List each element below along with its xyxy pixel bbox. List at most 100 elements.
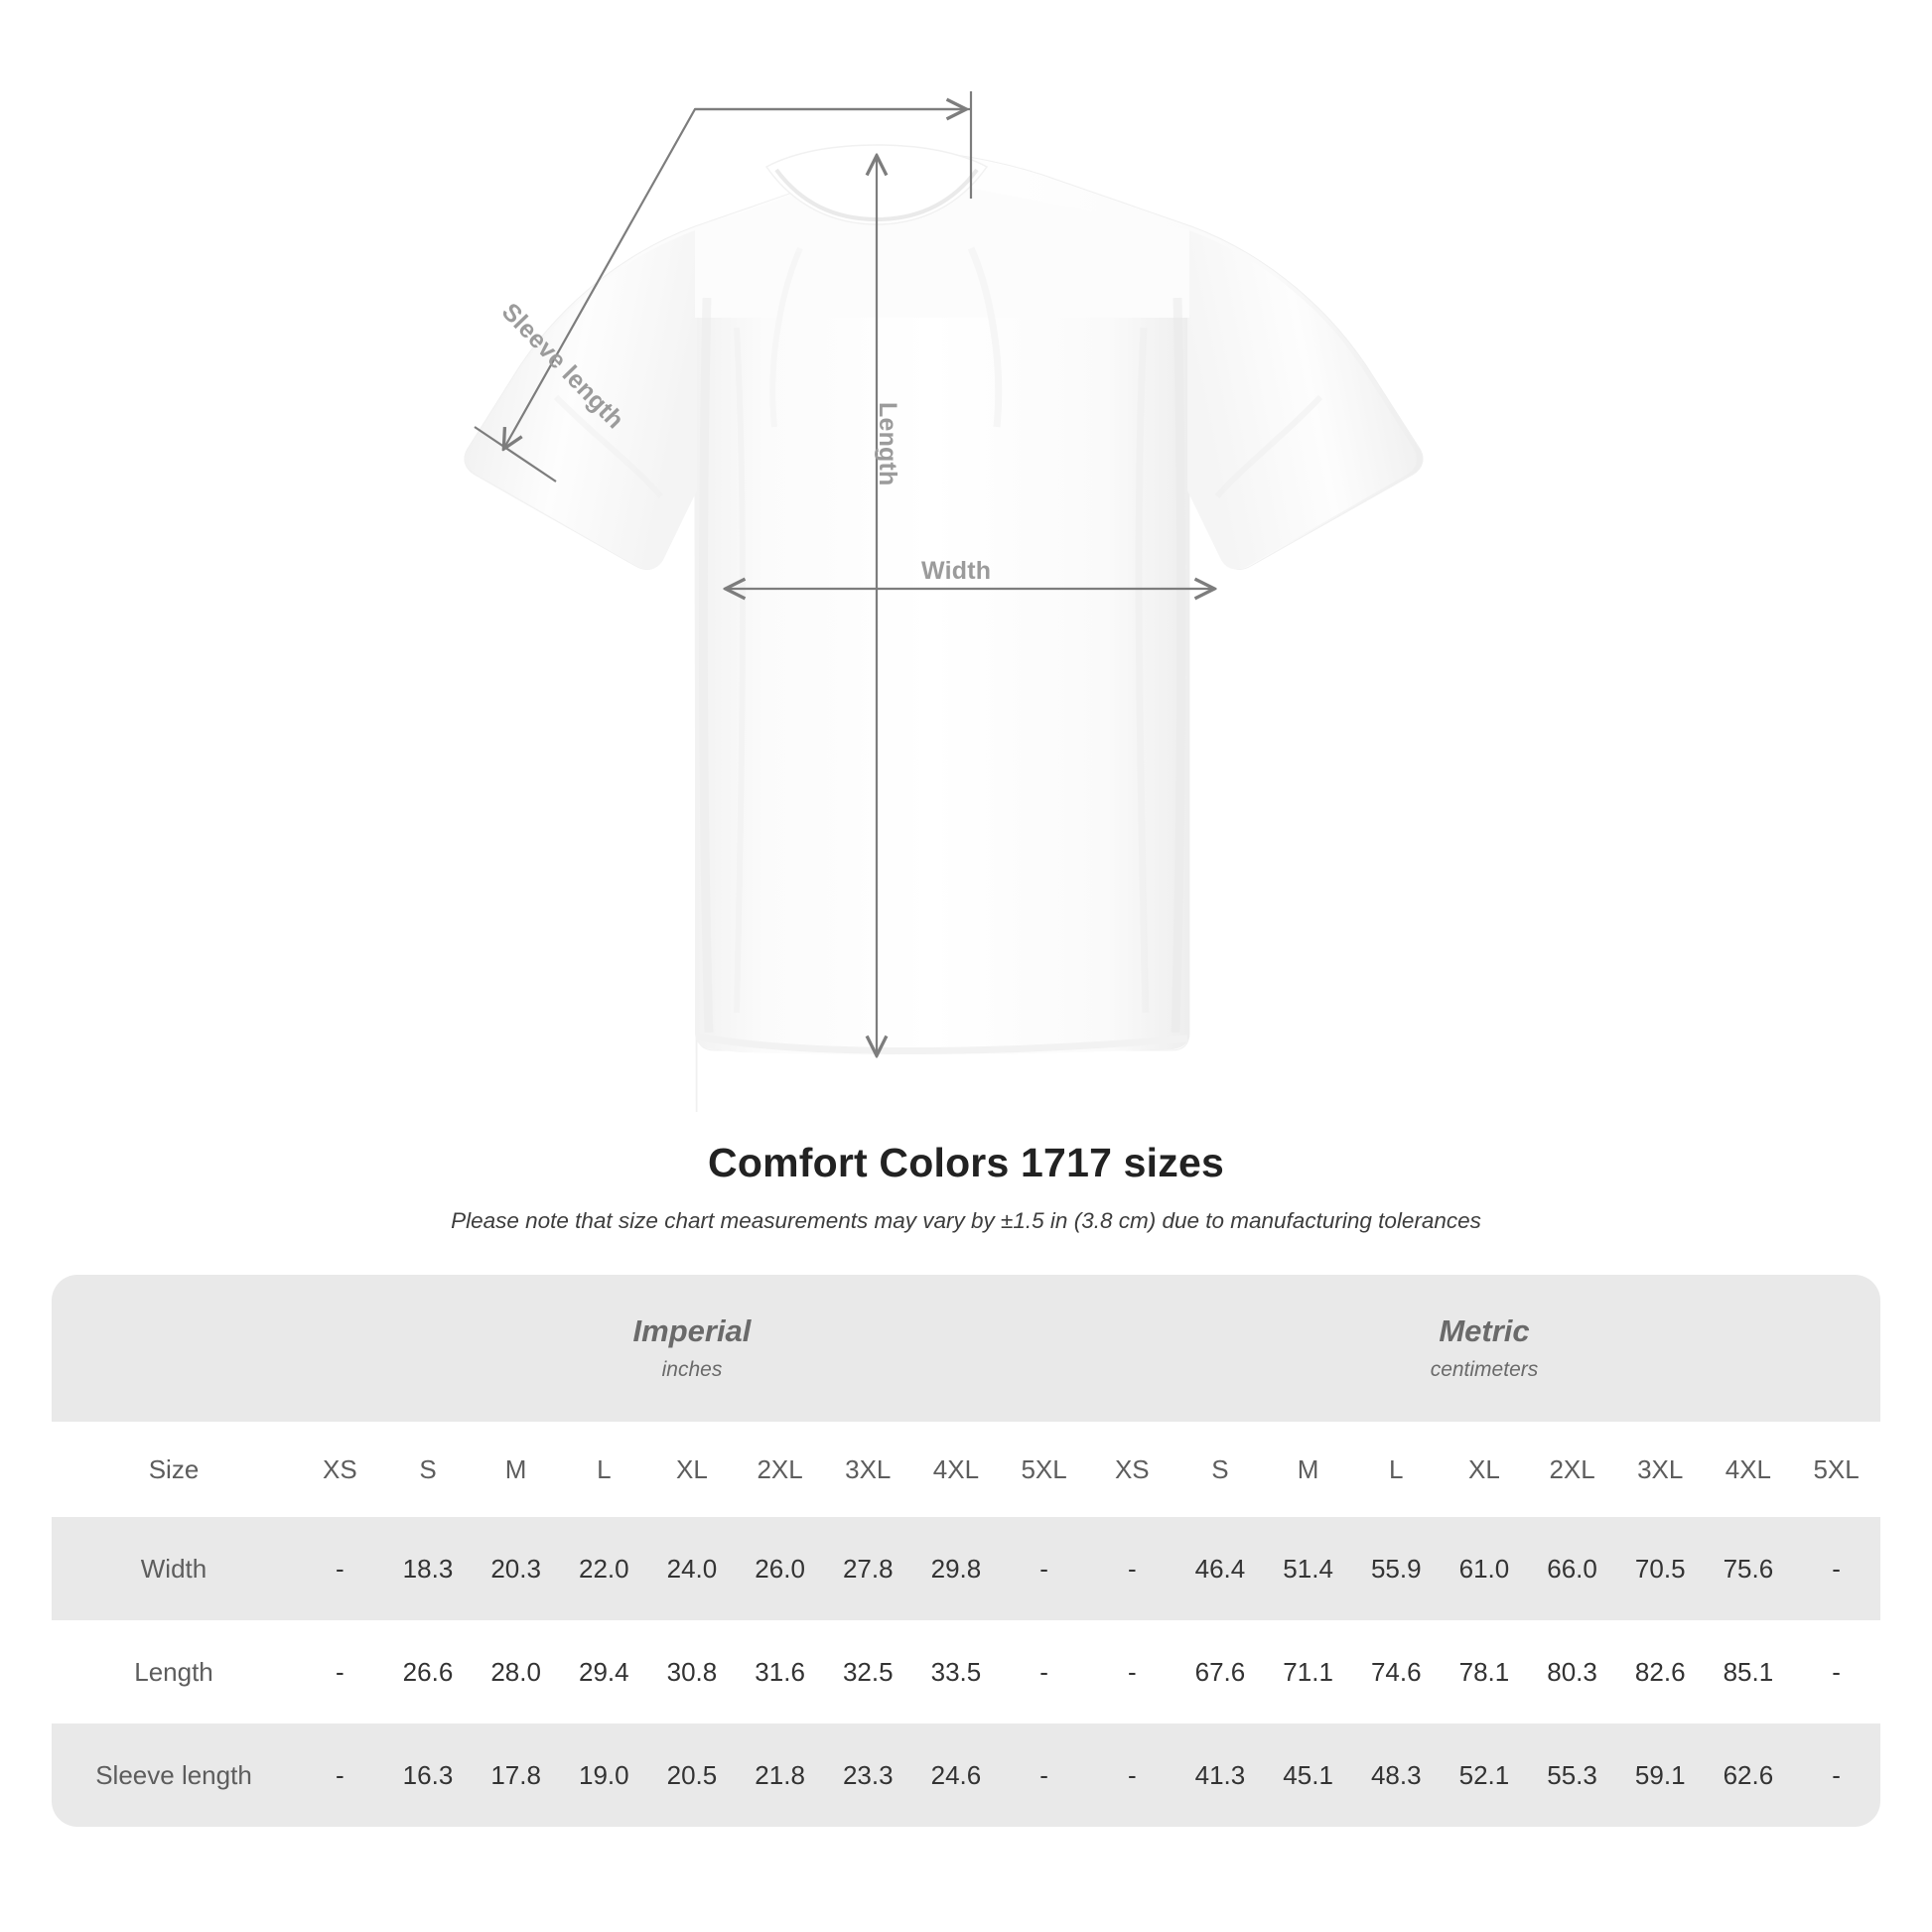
cell-sleeve-length-metric-4xl: 62.6	[1704, 1724, 1793, 1827]
cell-sleeve-length-imperial-s: 16.3	[383, 1724, 473, 1827]
cell-sleeve-length-metric-3xl: 59.1	[1615, 1724, 1705, 1827]
title-block: Comfort Colors 1717 sizes Please note th…	[0, 1140, 1932, 1234]
column-header-metric-3xl: 3XL	[1615, 1422, 1705, 1517]
column-header-metric-2xl: 2XL	[1528, 1422, 1616, 1517]
column-header-size: Size	[52, 1422, 296, 1517]
cell-width-metric-5xl: -	[1792, 1517, 1880, 1620]
cell-sleeve-length-imperial-m: 17.8	[472, 1724, 560, 1827]
cell-sleeve-length-imperial-xs: -	[296, 1724, 384, 1827]
unit-banner-row: Imperial inches Metric centimeters	[52, 1275, 1880, 1422]
cell-length-metric-s: 67.6	[1175, 1620, 1265, 1724]
cell-sleeve-length-metric-2xl: 55.3	[1528, 1724, 1616, 1827]
cell-sleeve-length-imperial-3xl: 23.3	[823, 1724, 912, 1827]
cell-length-metric-m: 71.1	[1264, 1620, 1352, 1724]
cell-sleeve-length-metric-5xl: -	[1792, 1724, 1880, 1827]
cell-length-metric-4xl: 85.1	[1704, 1620, 1793, 1724]
cell-width-imperial-l: 22.0	[559, 1517, 648, 1620]
column-header-metric-xl: XL	[1440, 1422, 1529, 1517]
size-chart-table-wrapper: Imperial inches Metric centimeters Size XS S M L…	[52, 1275, 1880, 1827]
cell-width-metric-2xl: 66.0	[1528, 1517, 1616, 1620]
tshirt-right-sleeve	[1187, 230, 1418, 570]
width-label: Width	[921, 557, 992, 585]
unit-subtitle: centimeters	[1430, 1358, 1539, 1382]
cell-sleeve-length-imperial-l: 19.0	[559, 1724, 648, 1827]
column-header-metric-xs: XS	[1087, 1422, 1176, 1517]
cell-width-metric-s: 46.4	[1175, 1517, 1265, 1620]
cell-width-imperial-3xl: 27.8	[823, 1517, 912, 1620]
table-row: Width -18.3 20.3 22.0 24.0 26.0 27.8 29.8- -46.4…	[52, 1517, 1880, 1620]
column-header-imperial-xl: XL	[647, 1422, 737, 1517]
size-chart-table: Imperial inches Metric centimeters Size XS S M L…	[52, 1275, 1880, 1827]
cell-sleeve-length-metric-l: 48.3	[1351, 1724, 1441, 1827]
column-header-metric-4xl: 4XL	[1704, 1422, 1793, 1517]
column-header-imperial-xs: XS	[296, 1422, 384, 1517]
column-header-metric-5xl: 5XL	[1792, 1422, 1880, 1517]
unit-name: Imperial	[632, 1312, 752, 1348]
cell-width-imperial-2xl: 26.0	[736, 1517, 824, 1620]
cell-sleeve-length-imperial-5xl: -	[1000, 1724, 1088, 1827]
row-label-sleeve-length: Sleeve length	[52, 1724, 296, 1827]
measurement-guides	[474, 91, 1213, 1054]
unit-banner-spacer	[52, 1275, 296, 1422]
cell-width-metric-m: 51.4	[1264, 1517, 1352, 1620]
tshirt-left-sleeve	[467, 230, 697, 570]
tshirt-illustration: Sleeve length Length Width	[464, 91, 1424, 1112]
cell-width-metric-xl: 61.0	[1440, 1517, 1529, 1620]
cell-width-imperial-5xl: -	[1000, 1517, 1088, 1620]
unit-header-imperial: Imperial inches	[296, 1275, 1088, 1422]
length-label: Length	[874, 402, 901, 486]
column-header-imperial-5xl: 5XL	[1000, 1422, 1088, 1517]
column-header-metric-m: M	[1264, 1422, 1352, 1517]
cell-sleeve-length-metric-xs: -	[1087, 1724, 1176, 1827]
cell-width-imperial-m: 20.3	[472, 1517, 560, 1620]
column-header-imperial-3xl: 3XL	[823, 1422, 912, 1517]
cell-length-metric-l: 74.6	[1351, 1620, 1441, 1724]
cell-width-imperial-xs: -	[296, 1517, 384, 1620]
tshirt-torso	[695, 298, 1189, 1055]
cell-length-imperial-s: 26.6	[383, 1620, 473, 1724]
cell-width-metric-4xl: 75.6	[1704, 1517, 1793, 1620]
cell-length-imperial-3xl: 32.5	[823, 1620, 912, 1724]
cell-width-metric-3xl: 70.5	[1615, 1517, 1705, 1620]
cell-length-metric-xs: -	[1087, 1620, 1176, 1724]
tshirt-shape	[464, 144, 1424, 1112]
cell-length-metric-5xl: -	[1792, 1620, 1880, 1724]
cell-length-imperial-4xl: 33.5	[911, 1620, 1001, 1724]
cell-length-imperial-m: 28.0	[472, 1620, 560, 1724]
unit-subtitle: inches	[661, 1358, 723, 1382]
table-row: Length -26.6 28.0 29.4 30.8 31.6 32.5 33.5- -67.…	[52, 1620, 1880, 1724]
cell-width-metric-xs: -	[1087, 1517, 1176, 1620]
column-header-imperial-l: L	[559, 1422, 648, 1517]
cell-length-metric-xl: 78.1	[1440, 1620, 1529, 1724]
column-header-metric-l: L	[1351, 1422, 1441, 1517]
page-title: Comfort Colors 1717 sizes	[708, 1140, 1224, 1185]
cell-length-imperial-2xl: 31.6	[736, 1620, 824, 1724]
column-header-imperial-m: M	[472, 1422, 560, 1517]
cell-length-imperial-l: 29.4	[559, 1620, 648, 1724]
column-header-imperial-4xl: 4XL	[911, 1422, 1001, 1517]
row-label-length: Length	[52, 1620, 296, 1724]
cell-sleeve-length-metric-m: 45.1	[1264, 1724, 1352, 1827]
column-header-imperial-s: S	[383, 1422, 473, 1517]
cell-width-imperial-4xl: 29.8	[911, 1517, 1001, 1620]
cell-length-metric-3xl: 82.6	[1615, 1620, 1705, 1724]
unit-name: Metric	[1439, 1312, 1530, 1348]
sleeve-end-tick	[474, 426, 557, 483]
size-header-row: Size XS S M L XL 2XL 3XL 4XL 5XL XS S M L XL 2XL 3XL 4XL 5…	[52, 1422, 1880, 1517]
cell-width-metric-l: 55.9	[1351, 1517, 1441, 1620]
tshirt-hem	[696, 1033, 1188, 1055]
tshirt-fabric-folds	[553, 246, 1323, 1034]
cell-sleeve-length-metric-xl: 52.1	[1440, 1724, 1529, 1827]
cell-sleeve-length-metric-s: 41.3	[1175, 1724, 1265, 1827]
cell-length-metric-2xl: 80.3	[1528, 1620, 1616, 1724]
column-header-imperial-2xl: 2XL	[736, 1422, 824, 1517]
cell-width-imperial-xl: 24.0	[647, 1517, 737, 1620]
tolerance-note: Please note that size chart measurements…	[451, 1208, 1481, 1233]
tshirt-diagram-svg	[464, 91, 1424, 1112]
cell-length-imperial-5xl: -	[1000, 1620, 1088, 1724]
cell-length-imperial-xl: 30.8	[647, 1620, 737, 1724]
row-label-width: Width	[52, 1517, 296, 1620]
table-row: Sleeve length -16.3 17.8 19.0 20.5 21.8 23.3 24…	[52, 1724, 1880, 1827]
cell-sleeve-length-imperial-xl: 20.5	[647, 1724, 737, 1827]
cell-length-imperial-xs: -	[296, 1620, 384, 1724]
